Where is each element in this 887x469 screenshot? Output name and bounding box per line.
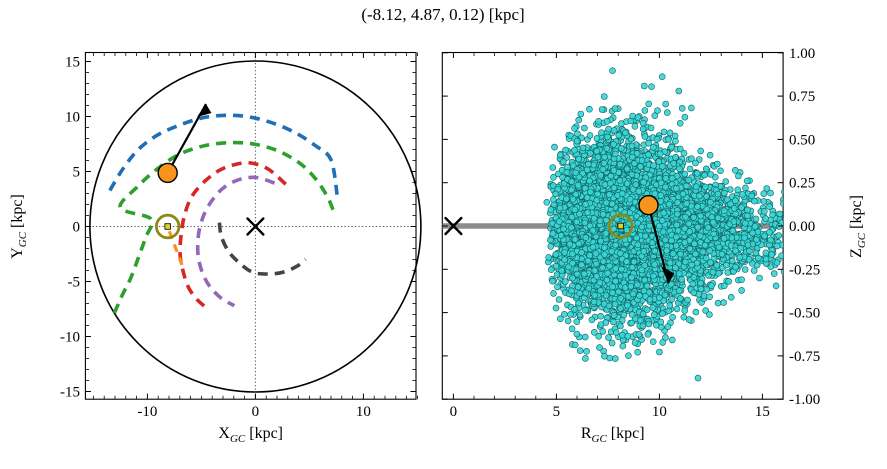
svg-text:-15: -15 bbox=[60, 385, 80, 401]
svg-text:-10: -10 bbox=[60, 330, 80, 346]
svg-text:0: 0 bbox=[73, 220, 81, 236]
svg-text:5: 5 bbox=[73, 165, 81, 181]
svg-text:-10: -10 bbox=[137, 404, 157, 420]
svg-text:10: 10 bbox=[356, 404, 371, 420]
svg-text:-5: -5 bbox=[68, 275, 81, 291]
svg-text:0: 0 bbox=[252, 404, 260, 420]
svg-text:10: 10 bbox=[65, 110, 80, 126]
svg-text:(-8.12, 4.87, 0.12) [kpc]: (-8.12, 4.87, 0.12) [kpc] bbox=[361, 5, 524, 24]
svg-text:15: 15 bbox=[65, 55, 80, 71]
